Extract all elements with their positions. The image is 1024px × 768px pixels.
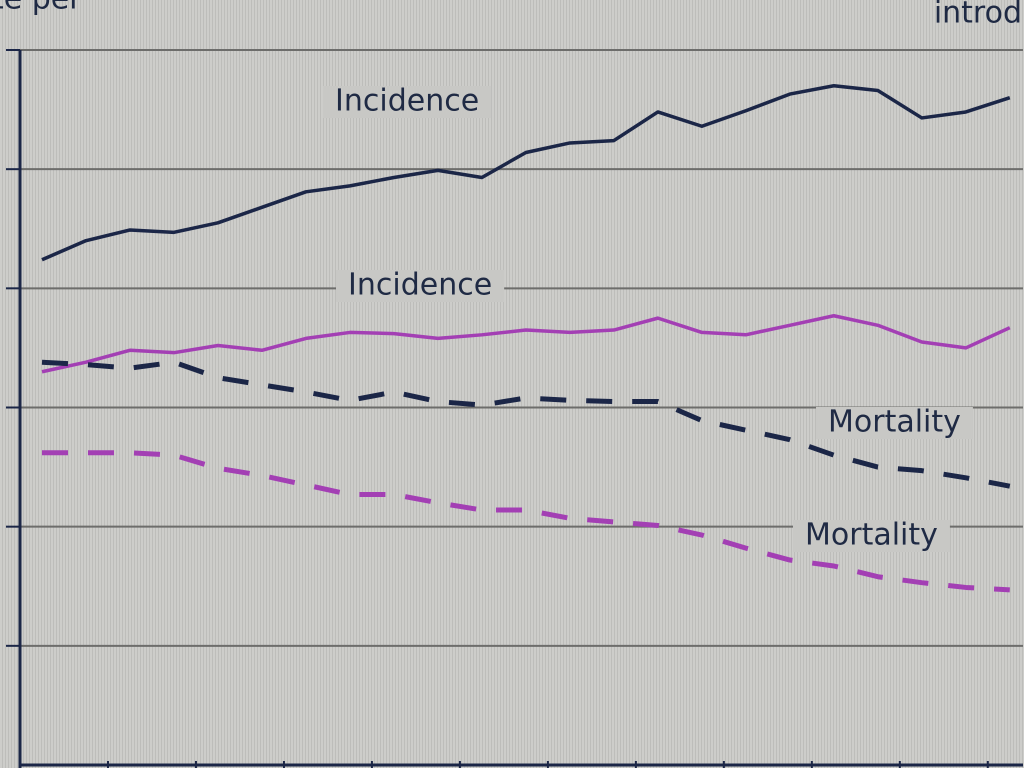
series-label: Incidence xyxy=(348,268,492,303)
label-background xyxy=(336,270,505,302)
series-label: Mortality xyxy=(805,518,938,553)
series-label: Mortality xyxy=(828,405,961,440)
label-background xyxy=(323,86,492,118)
label-background xyxy=(816,407,973,439)
series-line xyxy=(41,84,1011,262)
label-background xyxy=(793,520,950,552)
series-label: Incidence xyxy=(335,84,479,119)
series-line xyxy=(41,359,1011,489)
annotation: introd xyxy=(934,0,1022,31)
series-line xyxy=(41,313,1011,374)
annotation: te per xyxy=(0,0,82,17)
series-line xyxy=(41,450,1010,593)
